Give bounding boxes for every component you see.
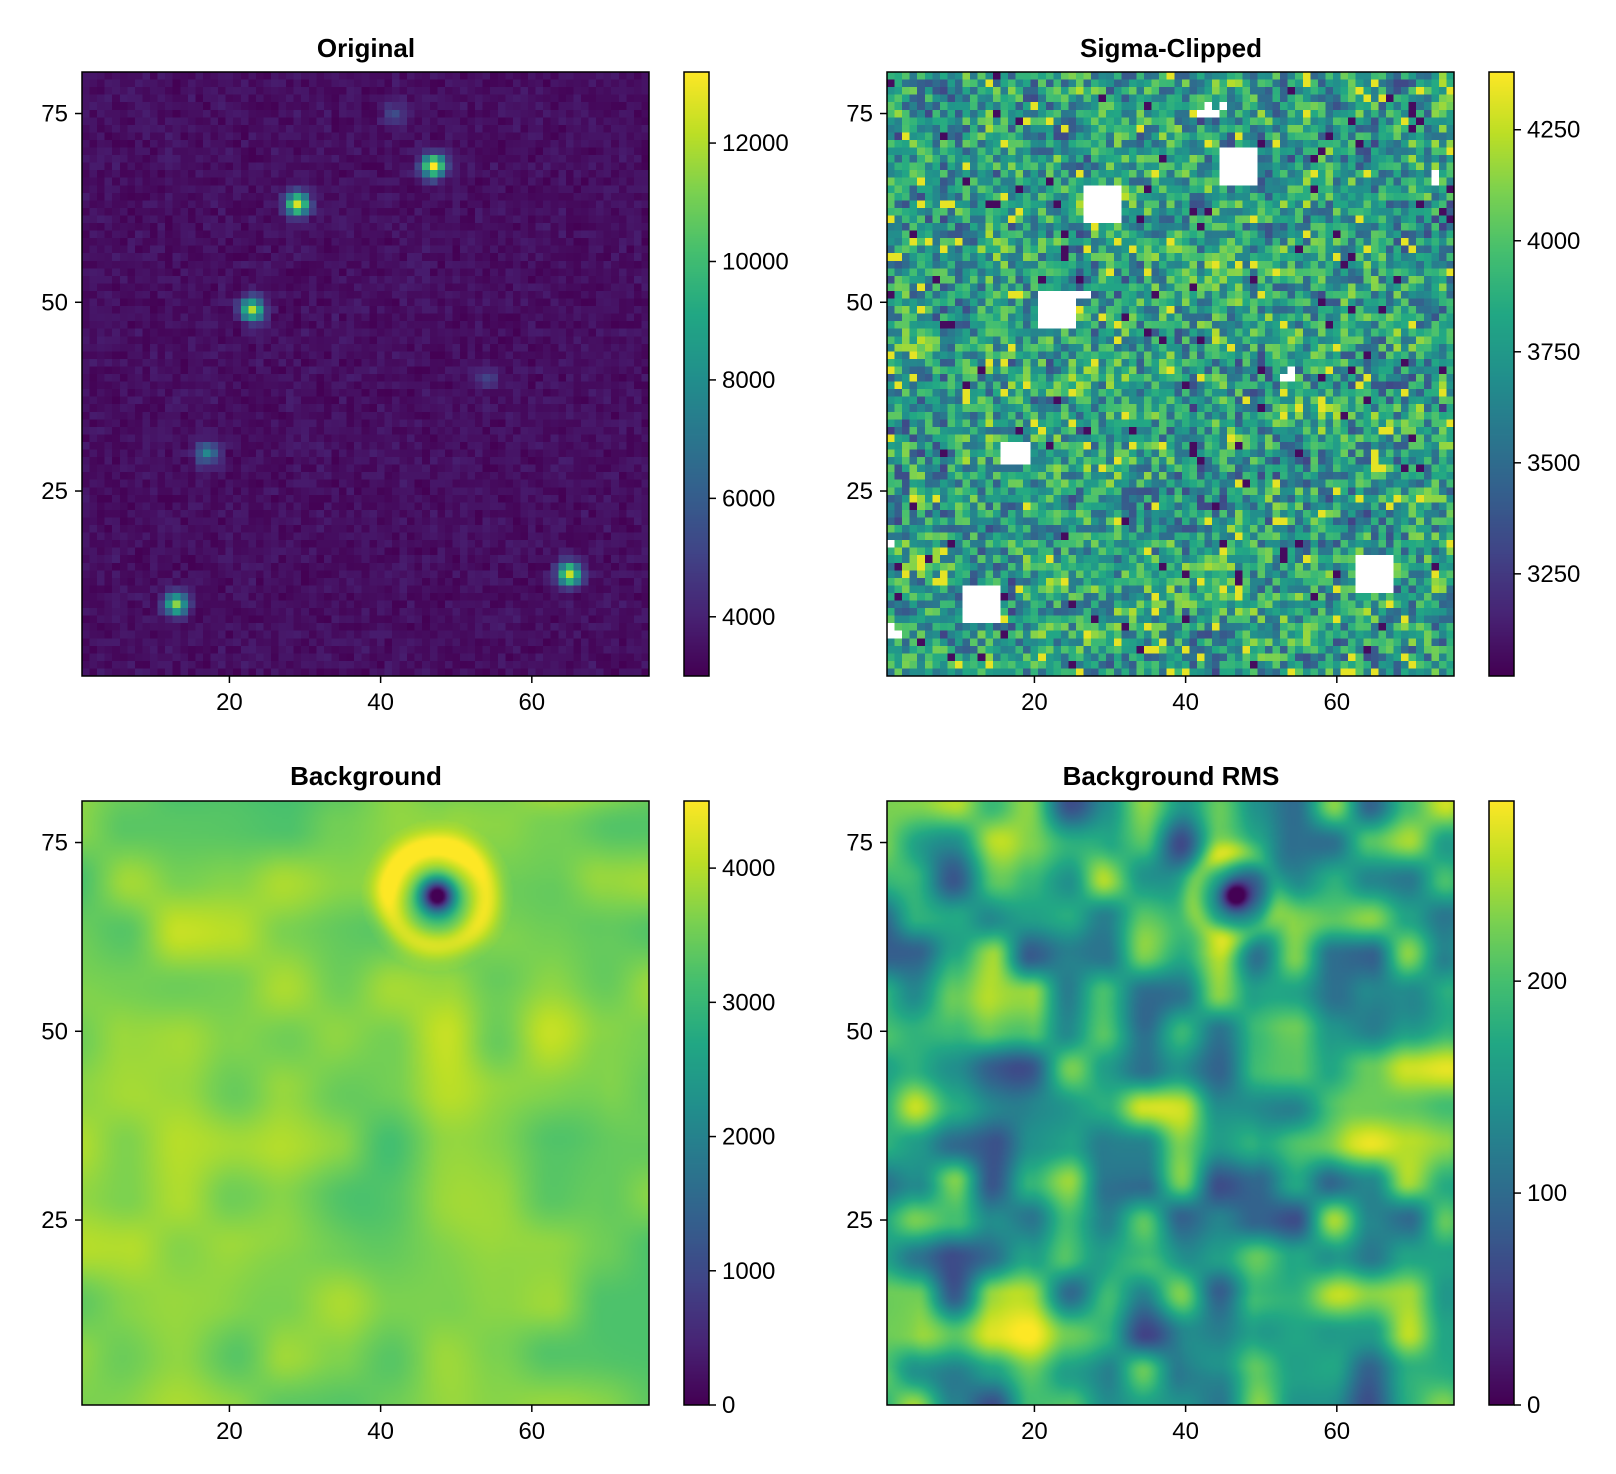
plot-frame — [81, 800, 650, 1406]
panel-title: Sigma-Clipped — [1080, 33, 1262, 63]
y-tick-label: 25 — [846, 478, 873, 505]
colorbar-tick-label: 3250 — [1527, 561, 1580, 588]
y-tick-label: 75 — [41, 830, 68, 857]
axes-ticks: 20 40 60 25 50 75 — [41, 101, 545, 716]
colorbar-ticks: 3250 3500 3750 4000 4250 — [1514, 117, 1580, 588]
colorbar-tick-label: 12000 — [722, 130, 789, 157]
colorbar-tick-label: 10000 — [722, 248, 789, 275]
x-tick-label: 20 — [1021, 1418, 1048, 1445]
colorbar-image — [684, 72, 709, 676]
heatmap-image — [82, 72, 649, 676]
plot-frame — [886, 800, 1455, 1406]
x-tick-label: 20 — [1021, 689, 1048, 716]
colorbar-tick-label: 8000 — [722, 367, 775, 394]
plot-frame — [886, 71, 1455, 677]
y-tick-label: 25 — [846, 1207, 873, 1234]
colorbar-tick-label: 0 — [722, 1392, 735, 1419]
colorbar-ticks: 0 1000 2000 3000 4000 — [709, 855, 775, 1419]
x-tick-label: 60 — [1323, 1418, 1350, 1445]
colorbar-tick-label: 4000 — [722, 855, 775, 882]
heatmap-image — [82, 801, 649, 1405]
y-tick-label: 25 — [41, 1207, 68, 1234]
colorbar-frame — [683, 71, 710, 677]
colorbar-tick-label: 100 — [1527, 1180, 1567, 1207]
x-tick-label: 20 — [216, 1418, 243, 1445]
axes-ticks: 20 40 60 25 50 75 — [41, 830, 545, 1445]
x-tick-label: 40 — [1172, 689, 1199, 716]
colorbar-tick-label: 4000 — [1527, 228, 1580, 255]
panel-title: Original — [317, 33, 415, 63]
x-tick-label: 60 — [518, 1418, 545, 1445]
colorbar-image — [1489, 801, 1514, 1405]
y-tick-label: 50 — [41, 289, 68, 316]
x-tick-label: 40 — [367, 1418, 394, 1445]
x-tick-label: 60 — [1323, 689, 1350, 716]
colorbar-ticks: 4000 6000 8000 10000 12000 — [709, 130, 789, 631]
y-tick-label: 50 — [846, 1018, 873, 1045]
plot-frame — [81, 71, 650, 677]
x-tick-label: 20 — [216, 689, 243, 716]
panel-title: Background RMS — [1063, 761, 1280, 791]
colorbar-tick-label: 1000 — [722, 1258, 775, 1285]
colorbar-tick-label: 2000 — [722, 1124, 775, 1151]
colorbar-tick-label: 3000 — [722, 989, 775, 1016]
colorbar-ticks: 0 100 200 — [1514, 968, 1567, 1419]
x-tick-label: 40 — [367, 689, 394, 716]
colorbar-tick-label: 4000 — [722, 604, 775, 631]
axes-ticks: 20 40 60 25 50 75 — [846, 101, 1350, 716]
heatmap-image — [887, 72, 1454, 676]
y-tick-label: 75 — [846, 101, 873, 128]
y-tick-label: 50 — [41, 1018, 68, 1045]
x-tick-label: 60 — [518, 689, 545, 716]
colorbar-frame — [683, 800, 710, 1406]
panel-sigma-clipped: Sigma-Clipped 20 40 60 25 50 75 3250 3500 3750 4… — [846, 33, 1580, 716]
colorbar-image — [1489, 72, 1514, 676]
colorbar-tick-label: 3500 — [1527, 450, 1580, 477]
colorbar-frame — [1488, 800, 1515, 1406]
colorbar-tick-label: 6000 — [722, 485, 775, 512]
panel-background: Background 20 40 60 25 50 75 0 1000 2000 3000 400… — [41, 761, 775, 1445]
colorbar-image — [684, 801, 709, 1405]
colorbar-tick-label: 0 — [1527, 1392, 1540, 1419]
colorbar-frame — [1488, 71, 1515, 677]
panel-title: Background — [290, 761, 442, 791]
colorbar-tick-label: 4250 — [1527, 117, 1580, 144]
panel-background-rms: Background RMS 20 40 60 25 50 75 0 100 200 — [846, 761, 1567, 1445]
x-tick-label: 40 — [1172, 1418, 1199, 1445]
y-tick-label: 75 — [846, 830, 873, 857]
y-tick-label: 75 — [41, 101, 68, 128]
y-tick-label: 50 — [846, 289, 873, 316]
heatmap-image — [887, 801, 1454, 1405]
colorbar-tick-label: 3750 — [1527, 339, 1580, 366]
axes-ticks: 20 40 60 25 50 75 — [846, 830, 1350, 1445]
y-tick-label: 25 — [41, 478, 68, 505]
colorbar-tick-label: 200 — [1527, 968, 1567, 995]
panel-original: Original 20 40 60 25 50 75 4000 6000 8000 10000 1… — [41, 33, 788, 716]
